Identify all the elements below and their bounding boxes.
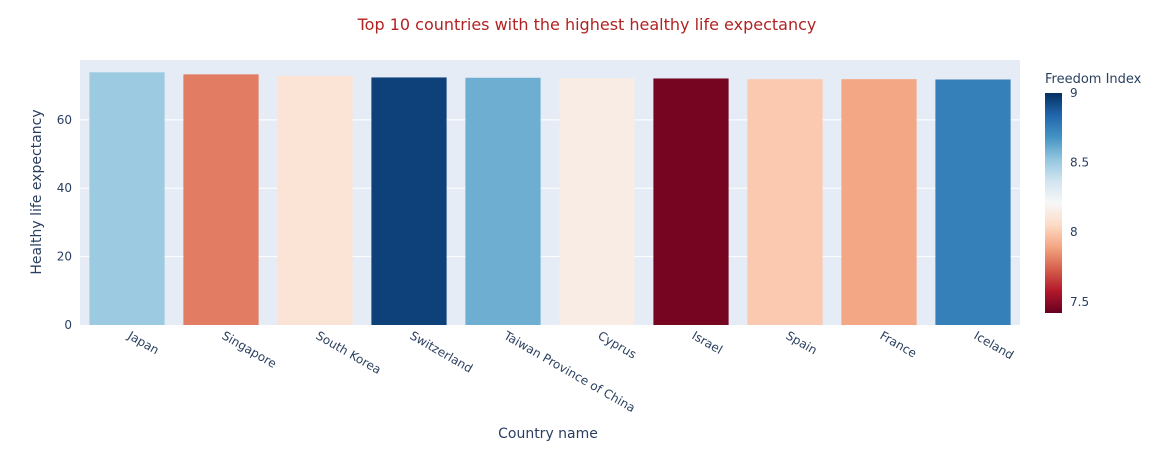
colorbar-title: Freedom Index bbox=[1045, 72, 1142, 87]
colorbar-tick-label: 9 bbox=[1070, 86, 1078, 100]
x-tick-label: France bbox=[878, 328, 920, 360]
x-tick-label: South Korea bbox=[314, 328, 384, 376]
bar-south-korea[interactable] bbox=[277, 75, 353, 325]
colorbar: Freedom Index 7.5 8 8.5 9 bbox=[1045, 72, 1142, 313]
colorbar-tick-labels: 7.5 8 8.5 9 bbox=[1070, 86, 1089, 309]
bars bbox=[89, 72, 1011, 326]
bar-switzerland[interactable] bbox=[371, 77, 447, 325]
x-tick-label: Israel bbox=[690, 328, 725, 357]
x-tick-label: Singapore bbox=[220, 328, 279, 370]
y-tick-label: 40 bbox=[57, 181, 72, 195]
bar-cyprus[interactable] bbox=[559, 78, 635, 325]
x-tick-label: Cyprus bbox=[596, 328, 639, 361]
bar-france[interactable] bbox=[841, 79, 917, 326]
y-tick-label: 0 bbox=[64, 318, 72, 332]
bar-spain[interactable] bbox=[747, 79, 823, 326]
x-axis-title: Country name bbox=[498, 426, 598, 442]
y-tick-label: 60 bbox=[57, 113, 72, 127]
x-tick-label: Switzerland bbox=[408, 328, 476, 375]
x-tick-labels: Japan Singapore South Korea Switzerland Taiw… bbox=[125, 328, 1016, 415]
bar-singapore[interactable] bbox=[183, 74, 259, 325]
colorbar-tick-label: 7.5 bbox=[1070, 295, 1089, 309]
x-tick-label: Spain bbox=[784, 328, 820, 357]
x-tick-label: Japan bbox=[125, 328, 162, 357]
bar-taiwan-province-of-china[interactable] bbox=[465, 77, 541, 326]
x-tick-label: Iceland bbox=[972, 328, 1017, 362]
colorbar-tick-label: 8.5 bbox=[1070, 156, 1089, 170]
chart-title: Top 10 countries with the highest health… bbox=[357, 15, 817, 34]
colorbar-tick-label: 8 bbox=[1070, 225, 1078, 239]
bar-japan[interactable] bbox=[89, 72, 165, 325]
y-axis-title: Healthy life expectancy bbox=[29, 109, 45, 274]
bar-israel[interactable] bbox=[653, 78, 729, 326]
y-tick-label: 20 bbox=[57, 250, 72, 264]
colorbar-gradient bbox=[1045, 93, 1062, 313]
y-tick-labels: 0 20 40 60 bbox=[57, 113, 72, 332]
bar-iceland[interactable] bbox=[935, 79, 1011, 325]
